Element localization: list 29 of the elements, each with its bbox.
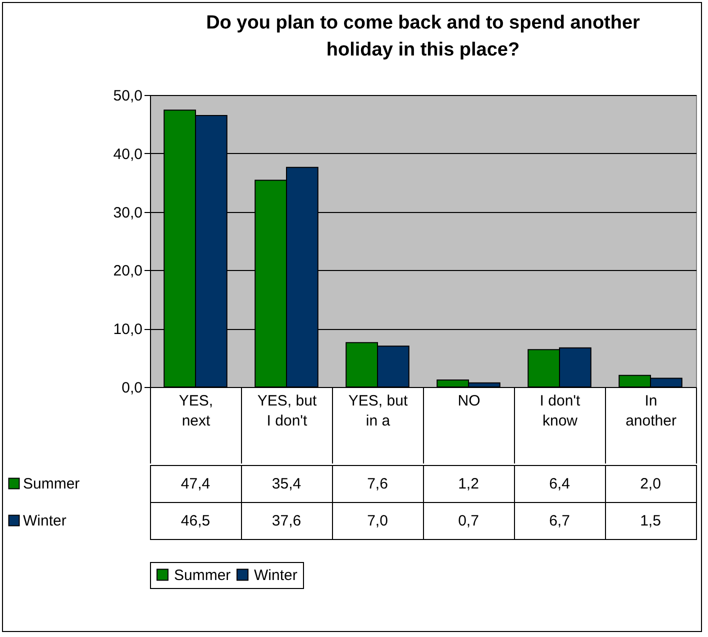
data-label: 6,7 bbox=[549, 512, 570, 530]
data-label: 0,7 bbox=[458, 512, 479, 530]
x-tick-label: NO bbox=[458, 392, 480, 410]
data-label: 1,2 bbox=[458, 476, 479, 492]
x-tick-label: YES, next bbox=[178, 392, 214, 430]
data-label: 2,0 bbox=[640, 476, 661, 492]
y-tick-label: 10,0 bbox=[113, 321, 142, 338]
text: Summer bbox=[174, 566, 231, 584]
data-label: 6,4 bbox=[549, 476, 570, 492]
data-label: 46,5 bbox=[180, 512, 210, 530]
x-tick-label: I don't know bbox=[540, 392, 582, 430]
data-label: 1,5 bbox=[640, 512, 661, 530]
data-label: 7,0 bbox=[367, 512, 388, 530]
data-label: 47,4 bbox=[180, 476, 210, 492]
y-tick-label: 0,0 bbox=[122, 380, 142, 396]
y-tick-label: 20,0 bbox=[113, 262, 142, 280]
legend-label: Winter bbox=[254, 566, 298, 584]
legend-label: Summer bbox=[23, 476, 80, 492]
text: Winter bbox=[23, 512, 66, 530]
x-tick-label: YES, but in a bbox=[348, 392, 408, 430]
data-label: 7,6 bbox=[367, 476, 388, 492]
data-label: 35,4 bbox=[272, 476, 302, 492]
y-tick-label: 50,0 bbox=[113, 88, 142, 104]
chart-title: Do you plan to come back and to spend another holiday in this place? bbox=[206, 12, 641, 60]
y-tick-label: 30,0 bbox=[113, 204, 142, 222]
data-label: 37,6 bbox=[272, 512, 302, 530]
y-tick-label: 40,0 bbox=[113, 146, 142, 163]
x-tick-label: YES, but I don't bbox=[257, 392, 318, 430]
x-tick-label: In another bbox=[626, 392, 676, 430]
